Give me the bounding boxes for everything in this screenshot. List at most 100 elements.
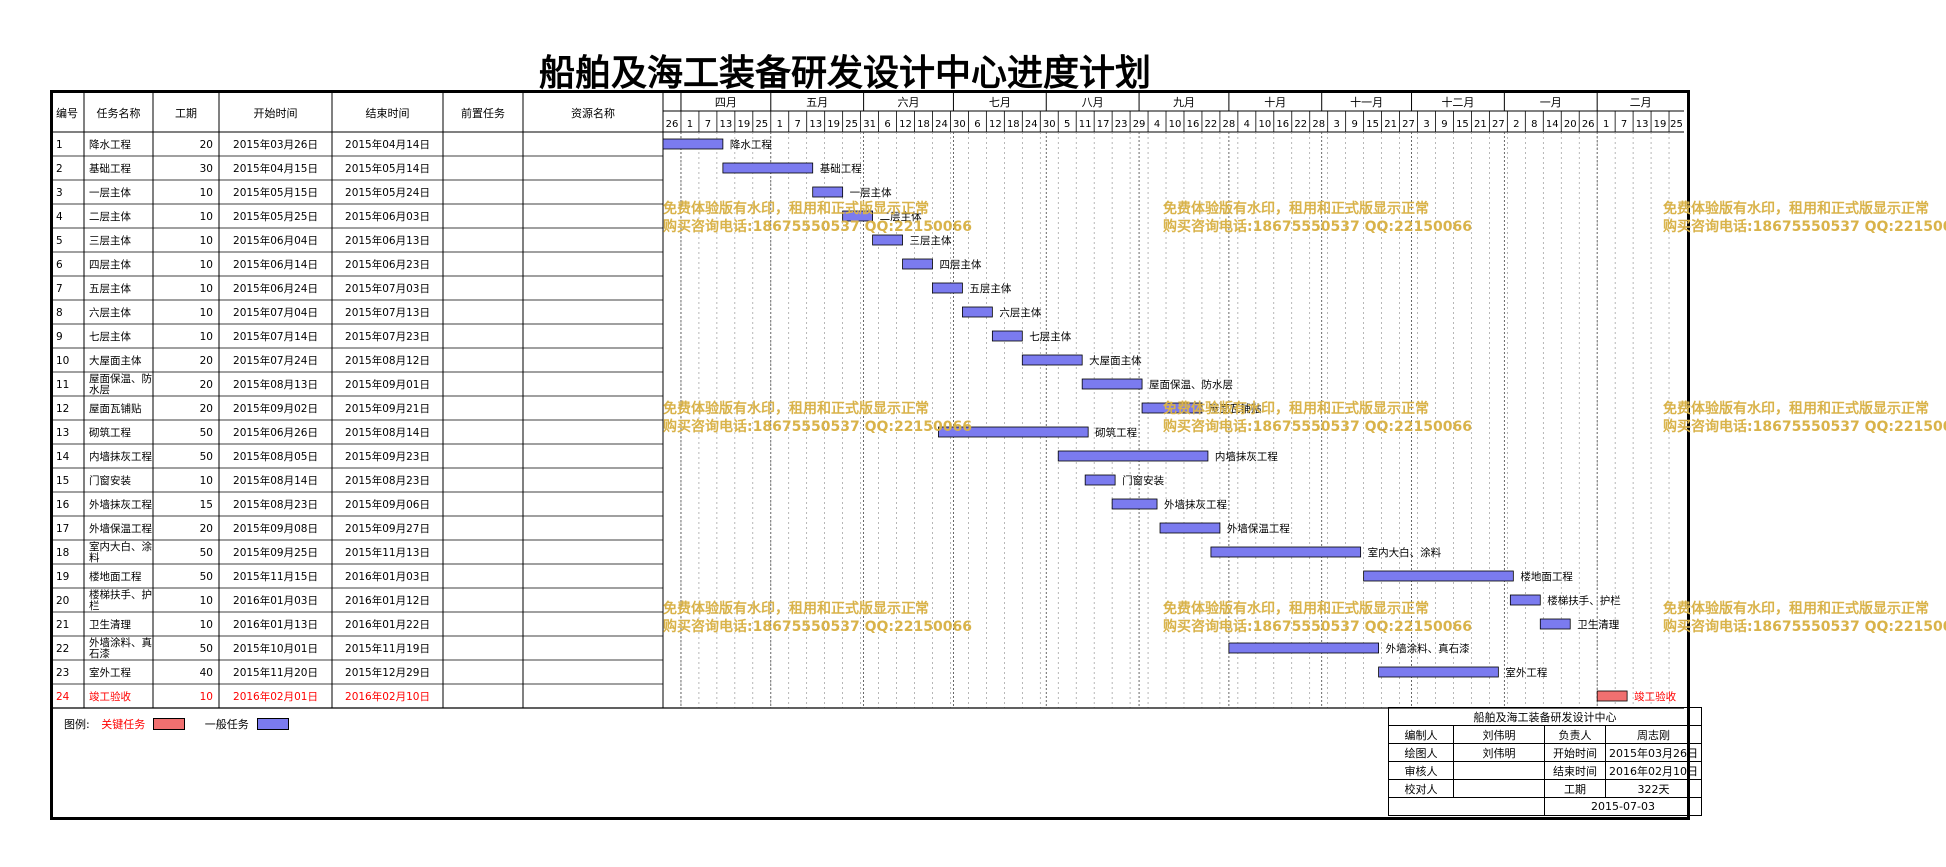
- task-name-cont: 水层: [89, 384, 110, 396]
- day-tick-label: 16: [1187, 119, 1200, 130]
- task-bar-label: 外墙涂料、真石漆: [1386, 642, 1470, 655]
- task-name: 卫生清理: [89, 618, 131, 631]
- task-name: 竣工验收: [89, 690, 131, 703]
- info-cell: 2016年02月10日: [1605, 761, 1702, 780]
- task-duration: 10: [200, 307, 213, 319]
- task-name: 室外工程: [89, 666, 131, 679]
- watermark-text: 免费体验版有水印，租用和正式版显示正常 购买咨询电话:18675550537 QQ…: [1663, 600, 1946, 636]
- day-tick-label: 25: [1670, 119, 1683, 130]
- day-tick-label: 2: [1513, 119, 1519, 130]
- task-bar-label: 楼地面工程: [1520, 570, 1573, 583]
- task-id: 11: [56, 379, 69, 391]
- task-start: 2015年06月14日: [233, 258, 318, 271]
- day-tick-label: 27: [1402, 119, 1415, 130]
- task-bar-label: 屋面保温、防水层: [1149, 378, 1233, 391]
- info-cell: 周志刚: [1605, 725, 1702, 744]
- task-name-cont: 栏: [89, 599, 100, 612]
- task-bar: [1228, 642, 1379, 654]
- info-cell: 刘伟明: [1453, 743, 1545, 762]
- watermark-line: 免费体验版有水印，租用和正式版显示正常: [663, 401, 929, 417]
- task-end: 2016年01月22日: [345, 618, 430, 631]
- task-bar-label: 大屋面主体: [1089, 354, 1142, 367]
- task-bar-label: 楼梯扶手、护栏: [1547, 594, 1621, 607]
- day-tick-label: 10: [1258, 119, 1271, 130]
- day-tick-label: 4: [1154, 119, 1160, 130]
- task-end: 2016年01月12日: [345, 594, 430, 607]
- task-end: 2016年01月03日: [345, 570, 430, 583]
- task-duration: 10: [200, 211, 213, 223]
- day-tick-label: 30: [953, 119, 966, 130]
- task-name-cont: 料: [89, 551, 100, 564]
- task-duration: 30: [200, 163, 213, 175]
- task-id: 20: [56, 595, 69, 607]
- task-name: 降水工程: [89, 138, 131, 151]
- task-bar: [1210, 546, 1362, 558]
- info-cell: 刘伟明: [1453, 725, 1545, 744]
- info-cell: 负责人: [1544, 725, 1606, 744]
- task-end: 2015年04月14日: [345, 138, 430, 151]
- day-tick-label: 28: [1312, 119, 1325, 130]
- task-bar: [1084, 474, 1116, 486]
- day-tick-label: 8: [1531, 119, 1537, 130]
- task-duration: 10: [200, 595, 213, 607]
- task-id: 4: [56, 211, 63, 223]
- task-bar: [1363, 570, 1514, 582]
- task-bar-label: 室内大白、涂料: [1368, 546, 1442, 559]
- info-cell: 322天: [1605, 779, 1702, 798]
- watermark-line: 免费体验版有水印，租用和正式版显示正常: [663, 601, 929, 617]
- task-start: 2015年11月15日: [233, 570, 318, 583]
- watermark-line: 购买咨询电话:18675550537 QQ:22150066: [663, 219, 972, 235]
- task-bar-label: 一层主体: [850, 187, 892, 199]
- task-duration: 50: [200, 547, 213, 559]
- day-tick-label: 26: [1582, 119, 1595, 130]
- task-duration: 10: [200, 475, 213, 487]
- day-tick-label: 20: [1564, 119, 1577, 130]
- month-label: 一月: [1540, 96, 1562, 109]
- task-end: 2015年11月13日: [345, 546, 430, 559]
- info-cell: [1453, 779, 1545, 798]
- day-tick-label: 1: [687, 119, 693, 130]
- task-duration: 40: [200, 667, 213, 679]
- day-tick-label: 16: [1276, 119, 1289, 130]
- day-tick-label: 7: [795, 119, 801, 130]
- task-start: 2015年09月25日: [233, 546, 318, 559]
- task-end: 2015年09月06日: [345, 498, 430, 511]
- task-bar-label: 外墙抹灰工程: [1164, 498, 1227, 511]
- watermark-line: 购买咨询电话:18675550537 QQ:22150066: [1163, 219, 1472, 235]
- watermark-text: 免费体验版有水印，租用和正式版显示正常 购买咨询电话:18675550537 QQ…: [663, 400, 972, 436]
- task-id: 3: [56, 187, 63, 199]
- day-tick-label: 22: [1205, 119, 1218, 130]
- page-title: 船舶及海工装备研发设计中心进度计划: [538, 52, 1151, 94]
- info-cell: 校对人: [1388, 779, 1454, 798]
- month-label: 十月: [1264, 95, 1286, 109]
- day-tick-label: 29: [1133, 119, 1146, 130]
- task-bar-label: 内墙抹灰工程: [1215, 450, 1278, 463]
- info-title: 船舶及海工装备研发设计中心: [1388, 707, 1702, 726]
- task-bar: [812, 186, 844, 198]
- month-label: 二月: [1630, 96, 1652, 109]
- column-header-end: 结束时间: [366, 107, 410, 120]
- task-end: 2015年08月12日: [345, 354, 430, 367]
- day-tick-label: 13: [1636, 119, 1649, 130]
- day-tick-label: 26: [666, 119, 679, 130]
- task-duration: 20: [200, 523, 213, 535]
- task-start: 2015年05月25日: [233, 210, 318, 223]
- task-bar-label: 室外工程: [1505, 666, 1547, 679]
- column-header-id: 编号: [56, 106, 78, 120]
- task-duration: 10: [200, 283, 213, 295]
- column-header-start: 开始时间: [254, 106, 298, 120]
- task-start: 2015年10月01日: [233, 642, 318, 655]
- day-tick-label: 30: [1043, 119, 1056, 130]
- watermark-line: 购买咨询电话:18675550537 QQ:22150066: [1163, 619, 1472, 635]
- info-table: 船舶及海工装备研发设计中心 编制人 刘伟明 负责人 周志刚 绘图人 刘伟明 开始…: [1388, 707, 1702, 816]
- task-id: 13: [56, 427, 69, 439]
- watermark-line: 购买咨询电话:18675550537 QQ:22150066: [1663, 619, 1946, 635]
- task-bar-label: 砌筑工程: [1095, 426, 1137, 439]
- day-tick-label: 25: [755, 119, 768, 130]
- watermark-line: 购买咨询电话:18675550537 QQ:22150066: [663, 619, 972, 635]
- task-end: 2015年09月23日: [345, 450, 430, 463]
- day-tick-label: 6: [974, 119, 980, 130]
- task-end: 2015年07月03日: [345, 282, 430, 295]
- task-name: 室内大白、涂: [89, 540, 152, 553]
- legend: 图例: 关键任务 一般任务: [64, 716, 305, 732]
